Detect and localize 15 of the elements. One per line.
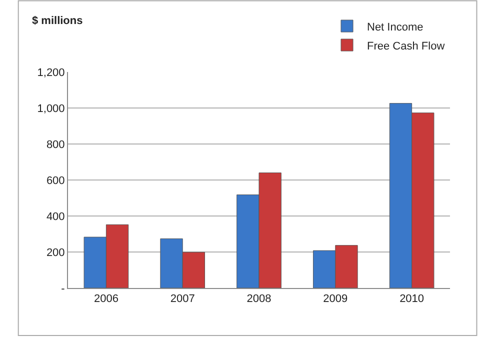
legend-label: Free Cash Flow bbox=[367, 40, 445, 52]
x-tick-label: 2008 bbox=[246, 293, 272, 306]
x-tick-label: 2007 bbox=[170, 293, 195, 306]
y-tick-label: 800 bbox=[46, 138, 65, 151]
y-tick-label: 1,000 bbox=[37, 102, 65, 115]
y-tick-label: 400 bbox=[46, 210, 65, 223]
y-tick-label: 1,200 bbox=[37, 66, 65, 79]
y-tick-label: - bbox=[61, 282, 66, 295]
y-tick-label: 600 bbox=[46, 174, 65, 187]
y-axis-title: $ millions bbox=[32, 15, 83, 27]
x-tick-label: 2009 bbox=[323, 293, 348, 306]
y-tick-label: 200 bbox=[46, 246, 65, 259]
legend-label: Net Income bbox=[367, 21, 424, 34]
x-tick-label: 2006 bbox=[94, 293, 118, 306]
x-tick-label: 2010 bbox=[400, 293, 424, 306]
